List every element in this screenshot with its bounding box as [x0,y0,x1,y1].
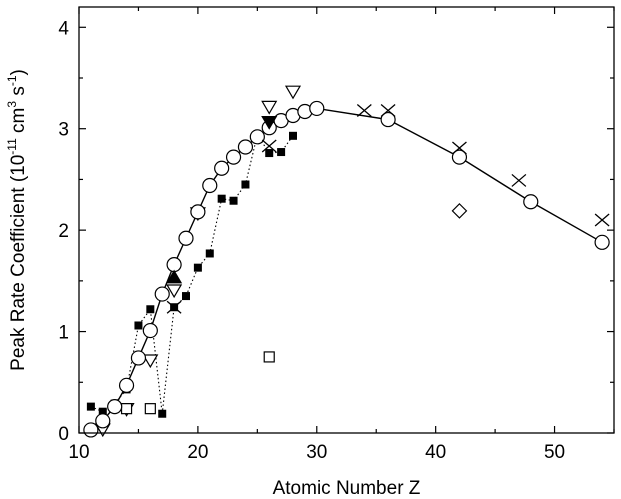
x-tick-label: 40 [425,442,446,463]
data-point [144,403,156,415]
data-point [594,234,610,250]
x-tick-label: 50 [544,442,565,463]
series-line [90,133,294,414]
series-markers [261,116,278,130]
data-point [158,409,167,418]
series-markers [451,203,468,219]
y-tick-label: 2 [58,221,69,242]
data-point [225,149,242,165]
plot-frame [78,6,615,434]
data-point [205,249,214,258]
data-point [452,141,467,155]
data-point [263,351,275,363]
series-markers [166,103,610,314]
data-point [154,286,170,302]
data-point [214,160,230,176]
data-point [241,180,250,189]
data-point [166,257,182,273]
series-markers [166,269,183,284]
data-point [511,173,527,187]
data-point [178,230,194,246]
axis-ticks [78,7,615,434]
data-point [130,350,147,366]
data-point [193,263,202,272]
data-point [261,116,278,130]
series-line [90,107,603,431]
data-point [380,103,396,117]
x-tick-label: 30 [306,442,327,463]
data-point [83,422,99,438]
data-point [98,407,107,416]
y-axis-title-superscript: -1 [5,75,19,86]
data-point [142,354,159,369]
data-point [142,322,158,339]
data-point [451,149,468,165]
x-tick-label: 10 [68,442,89,463]
data-point [277,148,286,157]
data-point [261,100,278,115]
data-point [120,403,133,415]
data-point [107,399,123,415]
data-point [118,377,135,393]
data-point [146,305,155,314]
data-point [289,131,297,140]
data-point [229,196,238,205]
tick-labels: 10 20 30 40 50 0 1 2 3 4 [58,18,565,463]
data-point [202,177,218,194]
data-point [309,100,325,117]
data-point [261,139,277,153]
y-axis-title: Peak Rate Coefficient (10-11 cm3 s-1) [5,69,29,371]
y-tick-label: 0 [58,424,69,445]
data-point [217,194,226,203]
series-markers [83,100,610,438]
data-point [249,129,265,145]
y-tick-label: 3 [58,120,69,141]
data-point [594,213,610,227]
data-point [356,103,372,117]
data-point [451,203,468,219]
data-point [166,269,183,284]
data-point [265,149,274,158]
y-tick-label: 1 [58,323,69,344]
data-point [182,292,190,301]
y-axis-title-part: cm [8,108,29,139]
data-point [190,204,206,220]
data-point [523,194,539,210]
data-point [284,85,302,100]
y-axis-title-part: s [8,86,29,101]
data-point [166,300,182,314]
data-point [95,413,111,429]
data-point [86,402,95,411]
x-axis-title: Atomic Number Z [273,478,421,499]
data-point [380,111,396,128]
data-point [237,139,254,155]
y-axis-title-part: ) [8,69,29,75]
plot-series [83,85,610,438]
data-point [166,284,183,299]
series-markers [86,130,297,418]
data-point [134,321,143,330]
y-axis-title-part: Peak Rate Coefficient (10 [8,155,29,371]
y-axis-title-superscript: 3 [5,101,19,108]
x-tick-label: 20 [187,442,208,463]
y-axis-title-superscript: -11 [5,138,19,155]
y-tick-label: 4 [58,18,69,39]
